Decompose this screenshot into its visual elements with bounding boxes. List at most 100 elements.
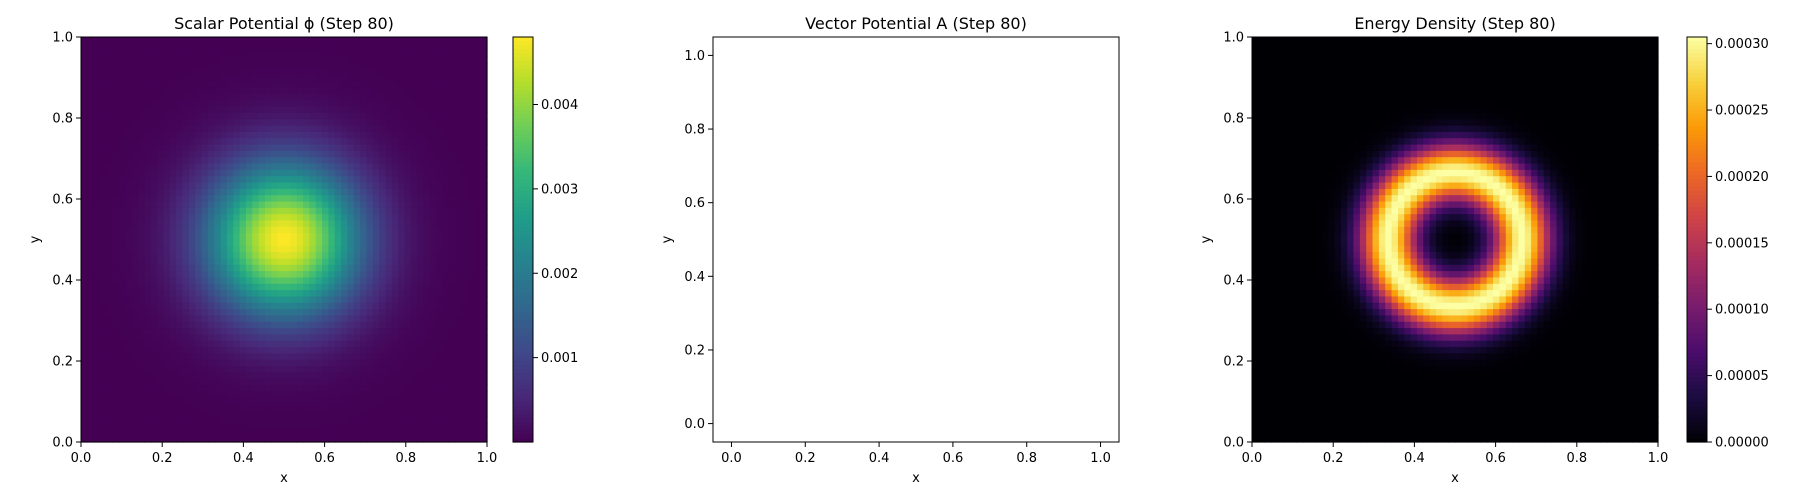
heatmap-cell (1626, 62, 1634, 70)
heatmap-cell (138, 378, 146, 386)
heatmap-cell (303, 214, 310, 222)
heatmap-cell (347, 290, 355, 298)
heatmap-cell (474, 188, 482, 196)
heatmap-cell (87, 81, 95, 89)
heatmap-cell (1550, 93, 1558, 101)
heatmap-cell (315, 220, 323, 228)
heatmap-cell (258, 182, 266, 190)
heatmap-cell (119, 195, 126, 203)
heatmap-cell (271, 347, 279, 355)
heatmap-cell (315, 169, 323, 177)
heatmap-cell (366, 68, 374, 76)
heatmap-cell (398, 245, 406, 253)
heatmap-cell (1340, 81, 1348, 89)
heatmap-cell (347, 315, 355, 323)
heatmap-cell (252, 258, 260, 266)
heatmap-cell (309, 62, 317, 70)
heatmap-cell (385, 277, 393, 285)
heatmap-cell (366, 150, 374, 158)
heatmap-cell (252, 410, 260, 418)
heatmap-cell (328, 144, 336, 152)
heatmap-cell (1416, 87, 1424, 95)
heatmap-cell (163, 106, 171, 114)
heatmap-cell (176, 378, 184, 386)
heatmap-cell (1537, 93, 1545, 101)
heatmap-cell (379, 106, 387, 114)
heatmap-cell (480, 372, 488, 380)
heatmap-cell (404, 131, 412, 139)
heatmap-cell (303, 283, 310, 291)
heatmap-cell (252, 252, 260, 260)
heatmap-cell (379, 252, 387, 260)
heatmap-cell (385, 435, 393, 443)
heatmap-cell (353, 157, 361, 165)
heatmap-cell (1556, 43, 1564, 51)
heatmap-cell (252, 290, 260, 298)
heatmap-cell (1493, 55, 1500, 63)
heatmap-cell (315, 283, 323, 291)
heatmap-cell (188, 296, 196, 304)
heatmap-cell (423, 290, 431, 298)
heatmap-cell (1416, 49, 1424, 57)
heatmap-cell (93, 435, 101, 443)
heatmap-cell (201, 150, 209, 158)
heatmap-cell (169, 233, 177, 241)
heatmap-cell (347, 264, 355, 272)
heatmap-cell (93, 372, 101, 380)
heatmap-cell (436, 188, 444, 196)
heatmap-cell (1397, 87, 1405, 95)
heatmap-cell (1391, 68, 1399, 76)
heatmap-cell (328, 150, 336, 158)
heatmap-cell (233, 353, 241, 361)
heatmap-cell (125, 271, 133, 279)
heatmap-cell (233, 277, 241, 285)
heatmap-cell (290, 201, 298, 209)
heatmap-cell (207, 416, 215, 424)
heatmap-cell (106, 182, 114, 190)
heatmap-cell (81, 169, 88, 177)
heatmap-cell (182, 239, 190, 247)
heatmap-cell (176, 106, 184, 114)
heatmap-cell (150, 125, 158, 133)
heatmap-cell (391, 220, 399, 228)
heatmap-cell (417, 423, 425, 430)
heatmap-cell (277, 283, 285, 291)
heatmap-cell (214, 144, 222, 152)
heatmap-cell (144, 62, 152, 70)
heatmap-cell (1347, 43, 1355, 51)
heatmap-cell (309, 195, 317, 203)
heatmap-cell (150, 112, 158, 120)
heatmap-cell (1556, 55, 1564, 63)
heatmap-cell (252, 429, 260, 437)
heatmap-cell (239, 220, 247, 228)
heatmap-cell (417, 119, 425, 127)
heatmap-cell (385, 201, 393, 209)
heatmap-cell (163, 245, 171, 253)
heatmap-cell (1461, 62, 1469, 70)
heatmap-cell (93, 214, 101, 222)
heatmap-cell (417, 435, 425, 443)
heatmap-cell (144, 366, 152, 373)
heatmap-cell (372, 226, 380, 234)
heatmap-cell (296, 239, 304, 247)
heatmap-cell (1499, 81, 1507, 89)
heatmap-cell (334, 296, 342, 304)
heatmap-cell (474, 416, 482, 424)
heatmap-cell (1302, 55, 1310, 63)
heatmap-cell (1645, 37, 1653, 44)
heatmap-cell (100, 378, 107, 386)
heatmap-cell (436, 416, 444, 424)
heatmap-cell (1455, 62, 1462, 70)
heatmap-cell (131, 207, 139, 215)
heatmap-cell (150, 131, 158, 139)
heatmap-cell (353, 233, 361, 241)
heatmap-cell (239, 264, 247, 272)
heatmap-cell (1499, 93, 1507, 101)
heatmap-cell (303, 81, 310, 89)
heatmap-cell (461, 328, 469, 336)
heatmap-cell (100, 226, 107, 234)
heatmap-cell (214, 277, 222, 285)
heatmap-cell (372, 68, 380, 76)
heatmap-cell (448, 245, 456, 253)
heatmap-cell (423, 157, 431, 165)
